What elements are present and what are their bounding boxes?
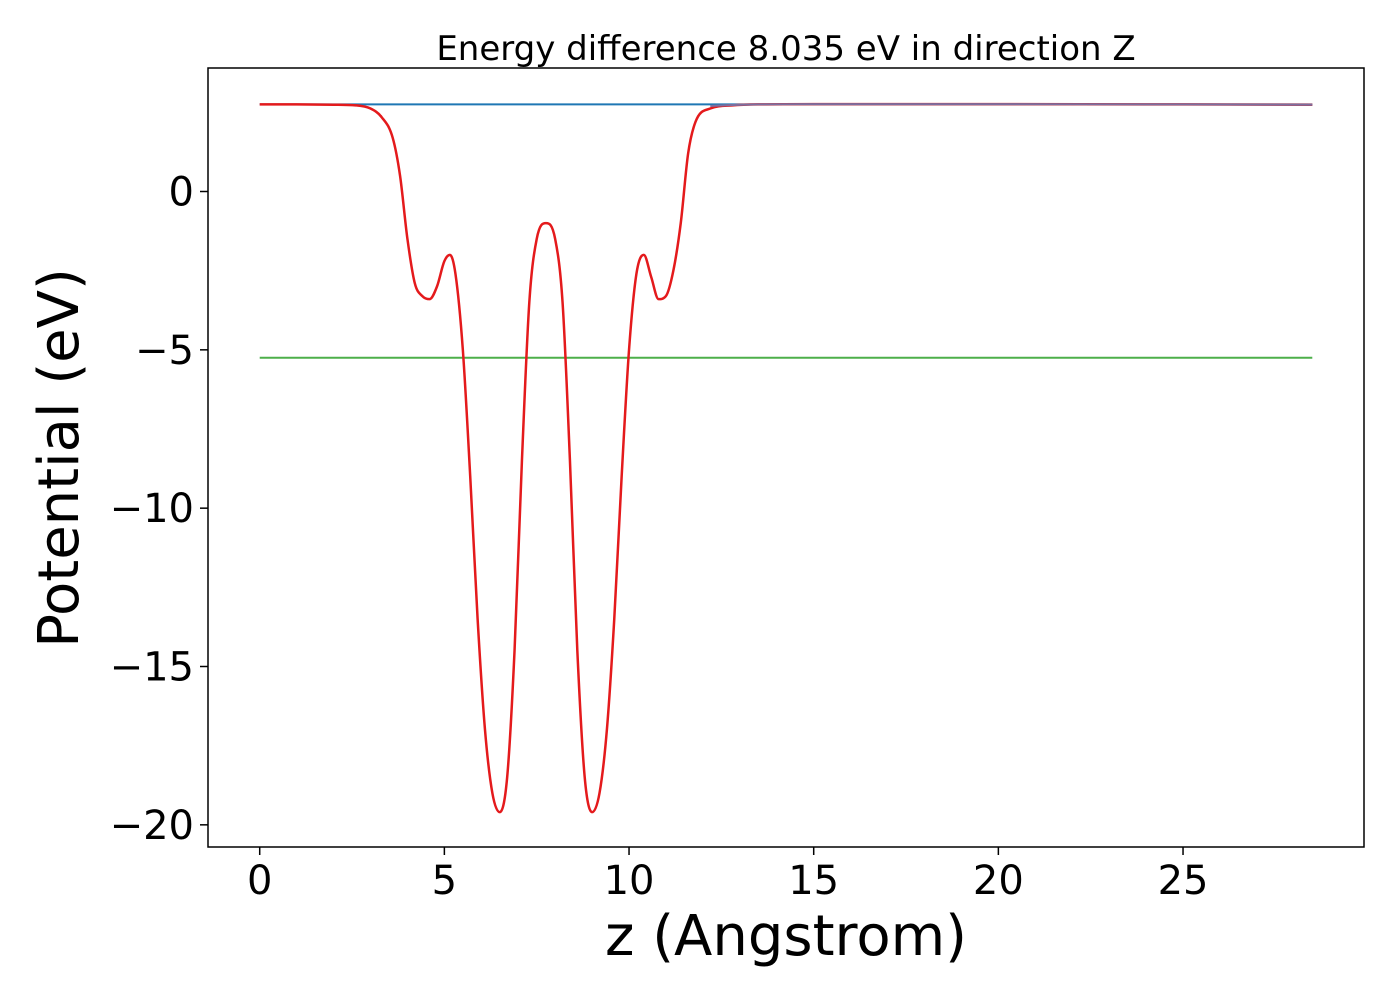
y-tick-label: 0 bbox=[169, 170, 194, 216]
plot-lines bbox=[259, 102, 1313, 814]
y-tick-label: −10 bbox=[110, 486, 194, 532]
y-tick-label: −20 bbox=[110, 803, 194, 849]
y-tick-label: −5 bbox=[135, 328, 194, 374]
x-axis-title: z (Angstrom) bbox=[605, 904, 967, 969]
x-tick-label: 20 bbox=[973, 858, 1024, 904]
x-tick-label: 0 bbox=[247, 858, 272, 904]
y-axis-title: Potential (eV) bbox=[27, 268, 92, 648]
series-line-average bbox=[710, 103, 1313, 107]
plot-frame bbox=[207, 67, 1365, 848]
x-tick-label: 5 bbox=[432, 858, 457, 904]
chart-title: Energy difference 8.035 eV in direction … bbox=[436, 29, 1135, 69]
y-tick-label: −15 bbox=[110, 645, 194, 691]
series-line-potential bbox=[259, 102, 1313, 814]
x-axis: 0 5 10 15 20 25 bbox=[247, 847, 1209, 904]
y-axis: 0 −5 −10 −15 −20 bbox=[110, 170, 208, 849]
x-tick-label: 10 bbox=[604, 858, 655, 904]
x-tick-label: 15 bbox=[788, 858, 839, 904]
x-tick-label: 25 bbox=[1158, 858, 1209, 904]
